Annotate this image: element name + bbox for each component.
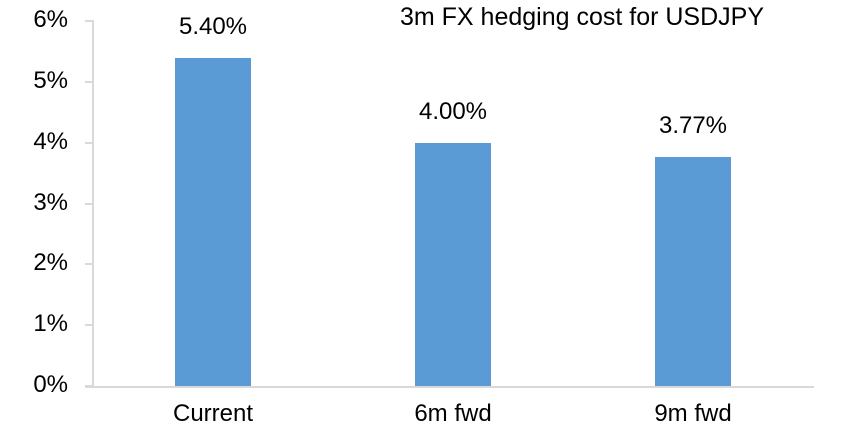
y-axis-line [92,20,94,387]
y-tick-mark [85,202,92,205]
x-category-label: Current [172,400,254,427]
y-tick-mark [85,80,92,83]
y-tick-label: 3% [33,188,68,216]
x-category-label: 6m fwd [414,400,492,427]
y-tick-label: 5% [33,66,68,94]
y-tick-label: 0% [33,371,68,398]
bar-data-label: 4.00% [418,97,488,125]
y-tick-mark [85,141,92,144]
y-tick-mark [85,263,92,266]
y-tick-label: 1% [33,310,68,338]
y-tick-label: 2% [33,249,68,277]
y-tick-mark [85,20,92,22]
bar [175,57,251,386]
y-tick-mark [85,385,92,387]
x-category-label: 9m fwd [654,400,732,427]
bar [655,156,731,386]
chart-title: 3m FX hedging cost for USDJPY [399,3,765,31]
bar-data-label: 5.40% [178,12,248,40]
y-tick-label: 4% [33,127,68,155]
y-tick-label: 6% [33,6,68,33]
bar-data-label: 3.77% [658,111,728,139]
x-axis-line [85,386,814,388]
y-tick-mark [85,324,92,327]
bar [415,142,491,386]
